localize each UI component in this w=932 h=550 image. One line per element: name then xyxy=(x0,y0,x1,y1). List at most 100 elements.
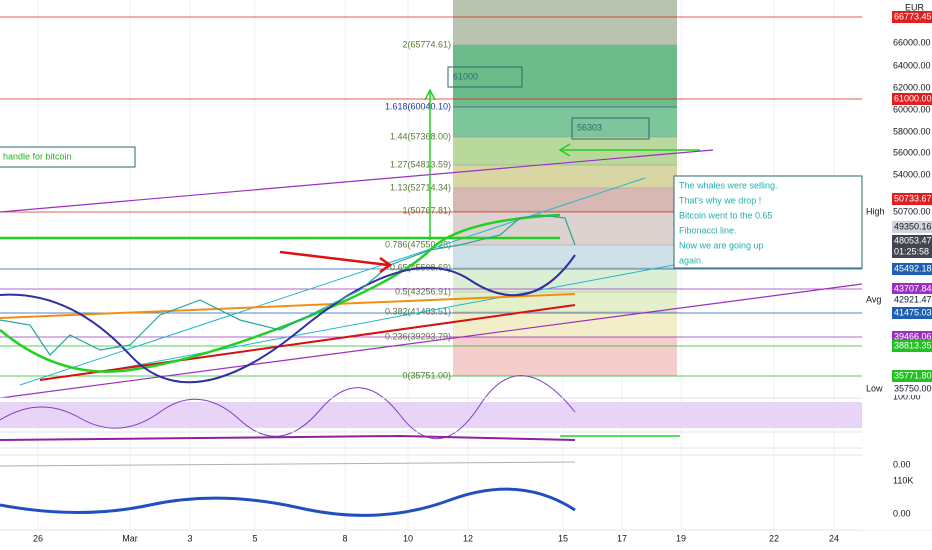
price-arrow xyxy=(379,256,393,274)
price-label: 62000.00 xyxy=(893,82,931,92)
fib-label: 0.5(43256.91) xyxy=(395,286,451,296)
price-tag-text: 48053.47 xyxy=(894,235,932,245)
price-tag xyxy=(892,221,932,233)
date-label: Mar xyxy=(122,533,138,543)
annotation-box xyxy=(571,117,650,140)
fib-band xyxy=(453,211,677,245)
fib-label: 2(65774.61) xyxy=(402,39,451,49)
fib-band xyxy=(453,0,677,45)
price-label: 58000.00 xyxy=(893,126,931,136)
fib-band xyxy=(453,245,677,268)
tag-label: High xyxy=(866,206,885,216)
trend-line xyxy=(279,250,389,267)
annotation-box xyxy=(447,66,523,88)
fib-label: 0.382(41483.51) xyxy=(385,306,451,316)
rsi-panel xyxy=(0,402,862,428)
currency: EUR xyxy=(905,2,925,12)
price-label: 60000.00 xyxy=(893,104,931,114)
price-tag xyxy=(892,193,932,205)
fib-label: 1.618(60040.10) xyxy=(385,101,451,111)
price-arrow xyxy=(424,88,436,101)
trend-line xyxy=(0,293,576,319)
date-label: 12 xyxy=(463,533,473,543)
price-line xyxy=(0,214,576,356)
price-tag xyxy=(892,294,932,306)
price-label: 0.00 xyxy=(893,508,911,518)
price-tag xyxy=(892,307,932,319)
annotation: 61000 xyxy=(453,71,478,81)
annotation-box xyxy=(0,146,136,168)
note-line: Bitcoin went to the 0.65 xyxy=(679,210,773,220)
date-label: 19 xyxy=(676,533,686,543)
price-tag-text: 50733.67 xyxy=(894,193,932,203)
price-tag-text: 38813.35 xyxy=(894,340,932,350)
date-label: 8 xyxy=(342,533,347,543)
date-label: 10 xyxy=(403,533,413,543)
price-tag xyxy=(892,263,932,275)
price-tag-text: 66773.45 xyxy=(894,11,932,21)
trend-line xyxy=(39,304,576,381)
annotation: handle for bitcoin xyxy=(3,151,72,161)
price-tag-text: 45492.18 xyxy=(894,263,932,273)
price-label: 110K xyxy=(893,475,913,485)
date-label: 5 xyxy=(252,533,257,543)
tag-label: Low xyxy=(866,383,883,393)
date-label: 22 xyxy=(769,533,779,543)
note-line: Fibonacci line. xyxy=(679,225,737,235)
date-label: 15 xyxy=(558,533,568,543)
rsi-line xyxy=(0,375,576,440)
fib-band xyxy=(453,107,677,137)
fib-band xyxy=(453,268,677,292)
fib-band xyxy=(453,45,677,107)
price-label: 56000.00 xyxy=(893,147,931,157)
fib-label: 1.44(57368.00) xyxy=(390,131,451,141)
date-label: 24 xyxy=(829,533,839,543)
moving-average xyxy=(0,254,576,384)
fib-label: 0(35751.00) xyxy=(402,370,451,380)
note-line: Now we are going up xyxy=(679,240,764,250)
oscillator xyxy=(0,487,576,517)
price-label: 0.00 xyxy=(893,459,911,469)
date-label: 17 xyxy=(617,533,627,543)
note-line: That's why we drop ! xyxy=(679,195,761,205)
price-label: 100.00 xyxy=(893,391,921,401)
note-line: The whales were selling. xyxy=(679,180,778,190)
price-label: 64000.00 xyxy=(893,60,931,70)
macd-line xyxy=(0,434,576,441)
note-box xyxy=(673,175,863,269)
price-tag-text: 43707.84 xyxy=(894,283,932,293)
note-line: again. xyxy=(679,255,704,265)
fib-label: 1.27(54813.59) xyxy=(390,159,451,169)
fib-band xyxy=(453,165,677,188)
price-tag xyxy=(892,235,932,247)
trend-line xyxy=(19,177,646,386)
date-label: 3 xyxy=(187,533,192,543)
price-tag xyxy=(892,246,932,258)
price-tag xyxy=(892,370,932,382)
fib-label: 1.13(52714.34) xyxy=(390,182,451,192)
price-tag-text: 49350.16 xyxy=(894,221,932,231)
tag-label: Avg xyxy=(866,294,881,304)
price-tag-text: 01:25:58 xyxy=(894,246,929,256)
fib-band xyxy=(453,188,677,211)
price-tag-text: 35750.00 xyxy=(894,383,932,393)
price-tag-text: 35771.80 xyxy=(894,370,932,380)
fib-band xyxy=(453,337,677,376)
price-tag-text: 42921.47 xyxy=(894,294,932,304)
annotation: 56303 xyxy=(577,122,602,132)
trend-line xyxy=(0,149,714,213)
price-tag-text: 41475.03 xyxy=(894,307,932,317)
price-label: 66000.00 xyxy=(893,37,931,47)
fib-label: 1(50767.81) xyxy=(402,205,451,215)
price-tag-text: 61000.00 xyxy=(894,93,932,103)
fib-label: 0.236(39293.79) xyxy=(385,331,451,341)
fib-band xyxy=(453,137,677,165)
price-tag xyxy=(892,93,932,105)
price-tag xyxy=(892,383,932,395)
price-tag-text: 39466.06 xyxy=(894,331,932,341)
trend-line xyxy=(0,283,863,399)
fib-label: 0.786(47550.28) xyxy=(385,239,451,249)
price-label: 54000.00 xyxy=(893,169,931,179)
